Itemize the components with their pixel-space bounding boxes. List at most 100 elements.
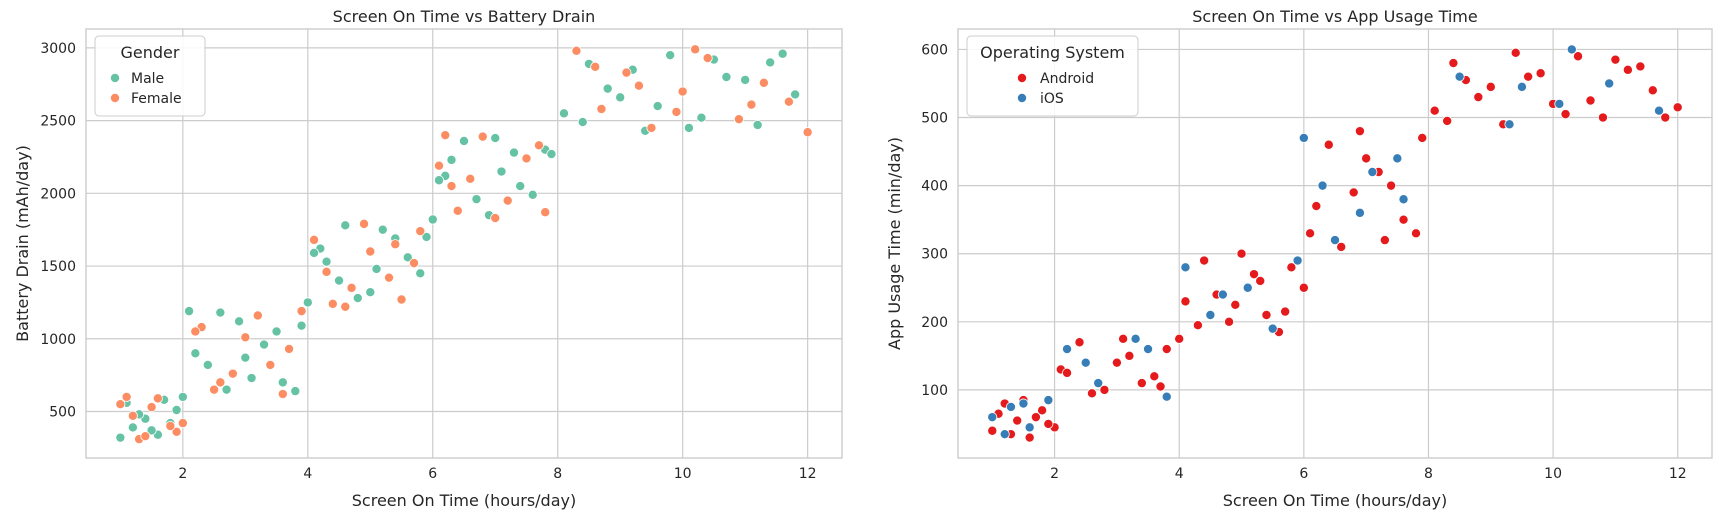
data-point-ios [1130,333,1141,344]
y-tick-label: 3000 [40,41,76,57]
data-point-male [421,231,432,242]
data-point-ios [1292,255,1303,266]
data-point-female [440,130,451,141]
data-point-android [1261,309,1272,320]
app-usage-chart: 2 4 6 8 10 12 100 200 300 400 500 600 Screen On Time… [885,7,1713,510]
data-point-ios [1398,194,1409,205]
data-point-android [1149,371,1160,382]
data-point-ios [1005,401,1016,412]
y-axis-label: App Usage Time (min/day) [885,137,904,350]
data-point-android [1298,282,1309,293]
legend-label-male: Male [131,71,164,87]
data-point-android [1429,105,1440,116]
data-point-female [477,131,488,142]
legend-title: Gender [121,43,180,62]
data-point-android [1305,228,1316,239]
data-point-female [702,53,713,64]
data-point-female [521,153,532,164]
y-tick-label: 1500 [40,259,76,275]
data-point-female [265,359,276,370]
data-point-ios [1454,71,1465,82]
data-point-android [1398,214,1409,225]
data-point-male [127,422,138,433]
data-point-ios [1604,78,1615,89]
legend-title: Operating System [980,43,1125,62]
data-point-male [515,181,526,192]
data-point-female [296,306,307,317]
data-point-male [602,83,613,94]
data-point-android [1161,344,1172,355]
x-tick-label: 2 [1050,466,1059,482]
data-point-ios [1024,422,1035,433]
data-point-android [1086,388,1097,399]
data-point-female [434,160,445,171]
data-point-male [577,117,588,128]
data-point-android [1236,248,1247,259]
legend-marker-female [110,93,121,104]
data-point-male [302,297,313,308]
data-point-female [190,326,201,337]
y-tick-label: 500 [49,404,76,420]
data-point-android [1155,381,1166,392]
data-point-android [1523,71,1534,82]
data-point-female [596,103,607,114]
data-point-male [740,74,751,85]
data-point-android [1411,228,1422,239]
data-point-female [465,173,476,184]
data-point-ios [1267,323,1278,334]
data-point-ios [987,412,998,423]
legend-label-android: Android [1040,71,1094,87]
data-point-female [633,80,644,91]
data-point-android [1286,262,1297,273]
data-point-android [1354,126,1365,137]
data-point-android [1336,241,1347,252]
data-point-android [1473,92,1484,103]
data-point-ios [1317,180,1328,191]
data-point-ios [1043,395,1054,406]
data-point-android [1448,58,1459,69]
y-tick-label: 2000 [40,186,76,202]
data-point-female [277,389,288,400]
data-point-male [377,224,388,235]
data-point-female [540,207,551,218]
data-point-male [427,214,438,225]
data-point-android [1672,102,1683,113]
data-point-ios [1354,207,1365,218]
data-point-female [415,226,426,237]
data-point-male [665,50,676,61]
data-point-android [1660,112,1671,123]
data-point-android [1485,81,1496,92]
data-point-android [1597,112,1608,123]
data-point-male [246,373,257,384]
x-tick-label: 12 [799,466,817,482]
data-point-android [1099,384,1110,395]
y-tick-label: 2500 [40,114,76,130]
x-axis-label: Screen On Time (hours/day) [1223,491,1447,510]
data-point-female [252,310,263,321]
legend-marker-ios [1017,93,1028,104]
x-tick-label: 2 [178,466,187,482]
data-point-male [490,133,501,144]
data-point-male [371,263,382,274]
y-axis-label: Battery Drain (mAh/day) [13,145,32,342]
data-point-ios [1242,282,1253,293]
data-point-android [1573,51,1584,62]
data-point-female [783,96,794,107]
data-point-female [127,410,138,421]
data-point-android [1323,139,1334,150]
data-point-female [140,431,151,442]
data-point-female [390,239,401,250]
data-point-male [146,425,157,436]
data-point-female [340,301,351,312]
data-point-android [1037,405,1048,416]
data-point-android [1361,153,1372,164]
data-point-ios [999,429,1010,440]
data-point-android [1311,201,1322,212]
data-point-female [533,140,544,151]
data-point-female [677,86,688,97]
data-point-male [177,391,188,402]
legend-box [966,35,1139,117]
data-point-female [215,377,226,388]
data-point-android [1386,180,1397,191]
x-tick-label: 4 [1175,466,1184,482]
